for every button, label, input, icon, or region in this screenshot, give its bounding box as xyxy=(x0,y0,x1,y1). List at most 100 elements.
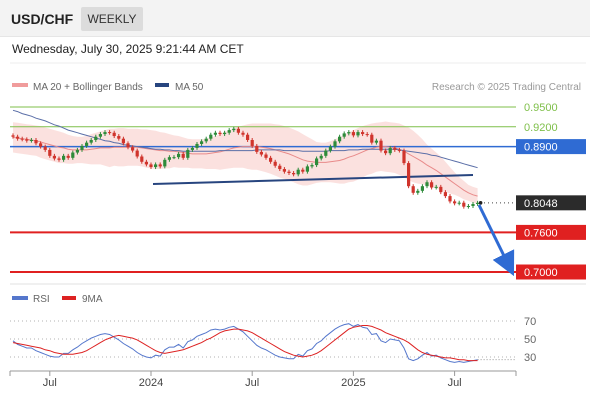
candle xyxy=(89,138,93,145)
candle xyxy=(416,188,420,195)
timeframe-button[interactable]: WEEKLY xyxy=(81,7,143,31)
candle xyxy=(48,147,52,158)
candle xyxy=(204,136,208,144)
candle xyxy=(158,162,162,169)
candle xyxy=(131,145,135,153)
level-tag-0.8048 xyxy=(516,195,586,211)
candle xyxy=(20,136,24,142)
candle xyxy=(241,130,245,137)
candle xyxy=(397,147,401,153)
candle xyxy=(209,132,213,141)
x-tick-label: 2024 xyxy=(139,377,163,389)
ma50-legend-swatch xyxy=(155,83,169,87)
candle xyxy=(140,154,144,164)
candle xyxy=(108,130,112,135)
candle xyxy=(246,132,250,142)
candle xyxy=(476,200,480,206)
candle xyxy=(402,148,406,166)
bollinger-legend-label: MA 20 + Bollinger Bands xyxy=(33,82,143,93)
candle xyxy=(338,134,342,144)
candle xyxy=(374,138,378,145)
candle xyxy=(361,130,365,137)
level-label-0.8048: 0.8048 xyxy=(524,198,558,210)
candle xyxy=(388,145,392,156)
candle xyxy=(393,145,397,152)
candle xyxy=(66,153,70,160)
candle xyxy=(52,153,56,161)
candle xyxy=(75,147,79,155)
candle xyxy=(278,163,282,172)
ma50-legend: MA 50 xyxy=(155,82,204,93)
candle xyxy=(200,139,204,146)
candle xyxy=(407,161,411,189)
rsi-ma-legend-label: 9MA xyxy=(82,294,103,305)
rsi-ma-legend-swatch xyxy=(62,296,76,300)
rsi-level-label: 50 xyxy=(524,334,536,346)
trend-line xyxy=(152,174,474,185)
candle xyxy=(259,149,263,157)
level-label-0.9500: 0.9500 xyxy=(524,102,558,114)
candle xyxy=(250,138,254,148)
candle xyxy=(273,159,277,168)
level-labels: 0.9500 0.9200 0.8900 0.8048 0.7600 0.7000 xyxy=(516,102,586,280)
candle xyxy=(144,159,148,167)
candle xyxy=(282,167,286,174)
level-lines xyxy=(10,106,516,273)
bollinger-band-fill xyxy=(13,121,478,204)
rsi-line xyxy=(12,323,478,363)
candle xyxy=(57,156,61,162)
main-pane: MA 20 + Bollinger Bands MA 50 Research ©… xyxy=(10,62,586,285)
candle xyxy=(448,194,452,204)
bollinger-legend-swatch xyxy=(12,83,28,87)
candle xyxy=(149,162,153,170)
bollinger-band xyxy=(13,121,478,204)
candle xyxy=(135,148,139,159)
candle xyxy=(103,130,107,137)
candle xyxy=(287,169,291,175)
candle xyxy=(181,151,185,160)
candle xyxy=(333,139,337,149)
x-tick-label: Jul xyxy=(43,377,57,389)
candle xyxy=(255,143,259,154)
level-tag-0.7600 xyxy=(516,224,586,240)
candle xyxy=(80,143,84,152)
candle xyxy=(62,153,66,162)
candle xyxy=(167,155,171,162)
rsi-lines xyxy=(12,323,516,363)
candle xyxy=(29,138,33,143)
candle xyxy=(172,155,176,160)
bollinger-legend: MA 20 + Bollinger Bands xyxy=(12,82,143,93)
candle xyxy=(457,200,461,206)
candle xyxy=(34,138,38,146)
candle xyxy=(117,134,121,141)
x-tick-label: Jul xyxy=(245,377,259,389)
level-tag-0.7000 xyxy=(516,264,586,280)
candle xyxy=(453,199,457,206)
candle xyxy=(379,138,383,153)
rsi-legend-swatch xyxy=(12,296,28,300)
candle xyxy=(425,180,429,189)
candle xyxy=(218,130,222,137)
candle xyxy=(466,204,470,209)
last-price-marker xyxy=(478,201,483,205)
x-tick-label: 2025 xyxy=(341,377,365,389)
candle xyxy=(195,141,199,150)
candle xyxy=(94,134,98,142)
candle xyxy=(328,144,332,153)
candle xyxy=(16,134,20,141)
candle xyxy=(443,190,447,199)
candle xyxy=(213,130,217,137)
candle xyxy=(356,130,360,138)
level-tag-0.8900 xyxy=(516,139,586,155)
candle xyxy=(232,126,236,133)
candle xyxy=(430,180,434,190)
x-tick-label: Jul xyxy=(448,377,462,389)
candle xyxy=(11,133,15,139)
candle xyxy=(351,130,355,138)
report-datetime: Wednesday, July 30, 2025 9:21:44 AM CET xyxy=(12,42,244,56)
candle xyxy=(342,131,346,139)
rsi-ma-line xyxy=(12,325,478,362)
level-label-0.7600: 0.7600 xyxy=(524,227,558,239)
candle xyxy=(347,130,351,136)
